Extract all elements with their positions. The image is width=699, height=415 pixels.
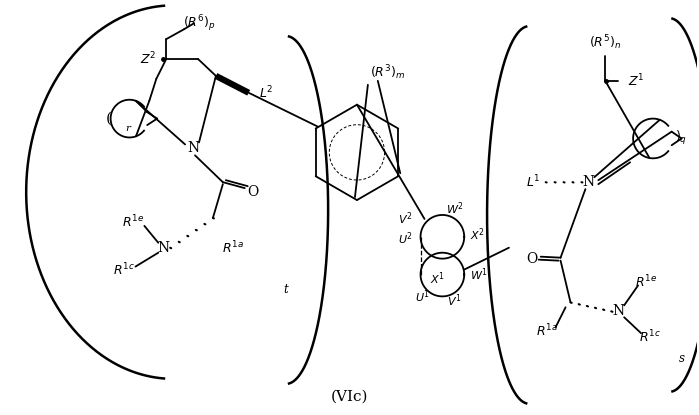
Text: $R^{1e}$: $R^{1e}$ [635,273,657,290]
Text: s: s [679,352,685,366]
Text: $R^{1a}$: $R^{1a}$ [222,239,244,256]
Text: N: N [612,304,624,318]
Text: r: r [125,124,130,133]
Text: N: N [157,241,169,255]
Text: $(R^5)_n$: $(R^5)_n$ [589,34,621,52]
Text: $V^1$: $V^1$ [447,292,462,309]
Text: $L^2$: $L^2$ [259,85,273,101]
Text: $Z^1$: $Z^1$ [628,73,644,89]
Text: $W^1$: $W^1$ [470,266,488,283]
Text: t: t [283,283,288,296]
Text: O: O [247,185,258,199]
Text: (: ( [106,112,112,126]
Text: $R^{1c}$: $R^{1c}$ [113,261,134,278]
Text: N: N [187,142,199,155]
Text: $L^1$: $L^1$ [526,174,541,190]
Text: $R^{1c}$: $R^{1c}$ [639,329,661,345]
Text: O: O [526,251,538,266]
Text: $W^2$: $W^2$ [447,201,464,217]
Text: $)_q$: $)_q$ [675,129,687,147]
Text: $V^2$: $V^2$ [398,211,412,227]
Text: (VIc): (VIc) [330,390,368,404]
Text: $U^2$: $U^2$ [398,230,412,247]
Text: $R^{1a}$: $R^{1a}$ [535,323,558,339]
Text: $X^2$: $X^2$ [470,227,485,243]
Text: $U^1$: $U^1$ [415,288,430,305]
Text: $Z^2$: $Z^2$ [140,51,157,67]
Text: N: N [582,175,594,189]
Text: $X^1$: $X^1$ [430,270,445,287]
Text: $(R^3)_m$: $(R^3)_m$ [370,63,405,82]
Text: $(R^6)_p$: $(R^6)_p$ [182,13,215,34]
Text: $R^{1e}$: $R^{1e}$ [122,214,145,230]
